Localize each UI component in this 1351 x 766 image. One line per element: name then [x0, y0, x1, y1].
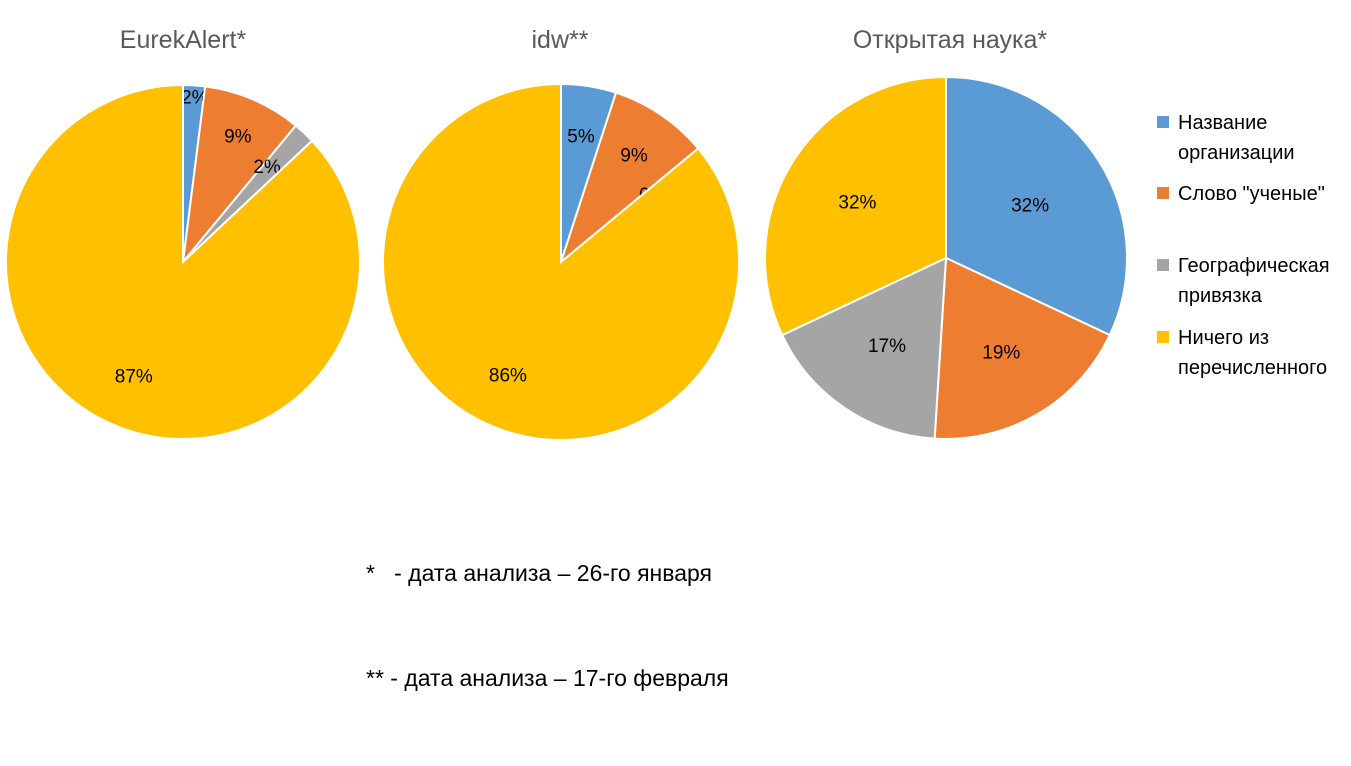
pie-slice-2-word-scientists — [933, 256, 1112, 440]
pie-label-1-organization-name: 5% — [567, 126, 595, 147]
legend-swatch — [1157, 331, 1169, 343]
pie-label-0-none-of-the-above: 87% — [115, 367, 153, 388]
pie-slice-2-geographic-reference — [780, 256, 948, 440]
pie-charts-figure: EurekAlert* idw** Открытая наука* 2% 9% 2%… — [5, 26, 1330, 691]
legend-label: Название организации — [1178, 112, 1295, 164]
legend-swatch — [1157, 116, 1169, 128]
pie-label-2-geographic-reference: 17% — [868, 336, 906, 357]
legend-label: Ничего из перечисленного — [1178, 327, 1328, 379]
pie-label-1-none-of-the-above: 86% — [489, 366, 527, 387]
chart-title-open-science: Открытая наука* — [852, 26, 1048, 54]
pie-slice-1-none-of-the-above — [382, 82, 740, 441]
legend-label: Географическая привязка — [1178, 255, 1330, 307]
pie-label-0-word-scientists: 9% — [224, 126, 252, 147]
pie-label-2-organization-name: 32% — [1011, 196, 1049, 217]
pie-label-2-word-scientists: 19% — [982, 343, 1020, 364]
pie-slice-0-none-of-the-above — [5, 83, 361, 440]
pie-slice-0-word-scientists — [181, 85, 298, 266]
pie-slice-2-none-of-the-above — [764, 75, 947, 337]
legend-label: Слово "ученые" — [1178, 183, 1325, 205]
pie-charts-svg: 2%9%2%87%5%9%0%86%32%19%17%32% — [5, 75, 1128, 441]
legend-swatch — [1157, 259, 1169, 271]
pie-slice-2-organization-name — [945, 75, 1128, 337]
pie-label-0-geographic-reference: 2% — [253, 157, 281, 178]
chart-title-idw: idw** — [531, 26, 589, 54]
footnote-eurekalert-date: * - дата анализа – 26-го января — [366, 560, 712, 586]
pie-label-2-none-of-the-above: 32% — [838, 193, 876, 214]
pie-label-1-word-scientists: 9% — [620, 146, 648, 167]
pie-label-0-organization-name: 2% — [181, 88, 209, 109]
chart-title-eurekalert: EurekAlert* — [119, 26, 247, 54]
footnote-idw-date: ** - дата анализа – 17-го февраля — [366, 665, 729, 691]
pie-slice-1-word-scientists — [558, 91, 700, 265]
legend-swatch — [1157, 187, 1169, 199]
footnotes: * - дата анализа – 26-го января ** - дат… — [366, 486, 729, 766]
